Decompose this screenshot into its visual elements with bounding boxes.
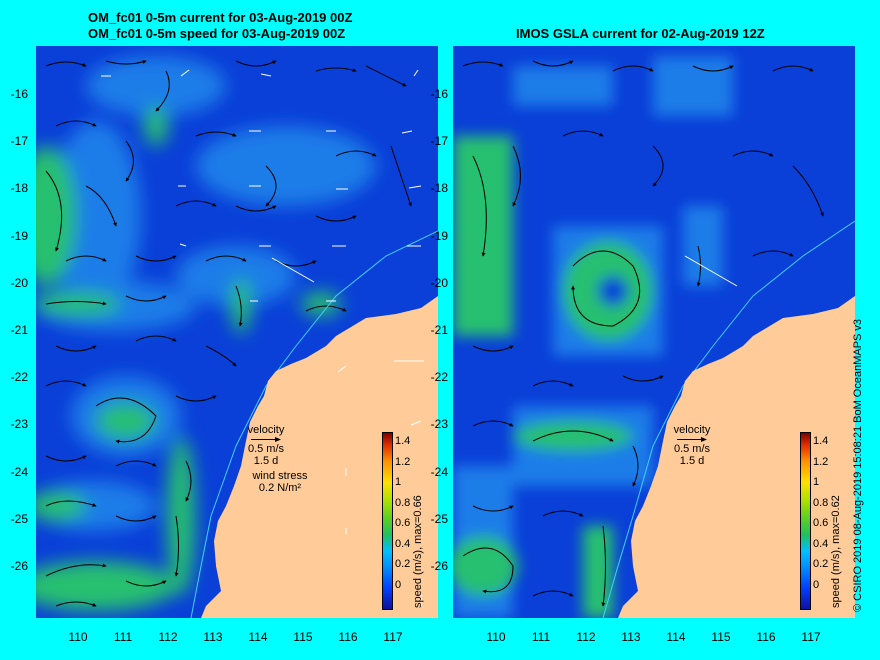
y-tick-label: -24 xyxy=(10,464,28,479)
y-tick-label: -25 xyxy=(430,511,448,526)
transect-line xyxy=(684,255,738,287)
y-tick-label: -23 xyxy=(10,417,28,432)
y-tick-label: -18 xyxy=(10,181,28,196)
colorbar-tick-label: 0.4 xyxy=(395,537,411,550)
x-tick-label: 115 xyxy=(711,630,731,644)
right-colorbar: 1.4 1.2 1 0.8 0.6 0.4 0.2 0 speed (m/s), max=0.… xyxy=(800,432,860,610)
colorbar-tick-label: 1.4 xyxy=(813,435,829,447)
colorbar-tick-label: 0 xyxy=(395,578,402,591)
colorbar-tick-label: 1 xyxy=(395,476,402,488)
colorbar-tick-label: 0.2 xyxy=(395,558,411,570)
x-tick-label: 110 xyxy=(486,630,506,644)
y-tick-label: -16 xyxy=(10,87,28,101)
y-tick-label: -17 xyxy=(430,134,448,149)
left-title-line2: OM_fc01 0-5m speed for 03-Aug-2019 00Z xyxy=(88,26,346,41)
colorbar-tick-label: 0.6 xyxy=(395,517,411,529)
x-tick-label: 113 xyxy=(621,630,641,644)
right-map xyxy=(453,46,855,618)
x-tick-label: 111 xyxy=(113,630,133,644)
y-tick-label: -23 xyxy=(430,417,448,432)
left-colorbar: 1.4 1.2 1 0.8 0.6 0.4 0.2 0 speed (m/s), max=0.… xyxy=(382,432,442,610)
velocity-arrows xyxy=(45,60,412,607)
y-tick-label: -24 xyxy=(430,464,448,479)
y-tick-label: -16 xyxy=(430,87,448,101)
left-wind-legend: wind stress 0.2 N/m² xyxy=(242,470,318,494)
x-tick-label: 113 xyxy=(203,630,223,644)
left-title-line1: OM_fc01 0-5m current for 03-Aug-2019 00Z xyxy=(88,10,353,25)
transect-line xyxy=(271,257,315,283)
x-tick-label: 112 xyxy=(576,630,596,644)
credit-text: © CSIRO 2019 08-Aug-2019 15:08:21 BoM Oc… xyxy=(852,318,864,612)
x-tick-label: 115 xyxy=(293,630,313,644)
colorbar-tick-label: 1.4 xyxy=(395,435,411,447)
colorbar-tick-label: 0.4 xyxy=(813,537,829,550)
x-tick-label: 116 xyxy=(338,630,358,644)
y-tick-label: -26 xyxy=(430,559,448,573)
legend-velocity-scale: 0.5 m/s xyxy=(673,443,711,455)
legend-velocity-arrow xyxy=(251,437,281,442)
y-tick-label: -25 xyxy=(10,511,28,526)
isobath-line xyxy=(602,220,855,618)
legend-velocity-deg: 1.5 d xyxy=(253,455,279,467)
legend-velocity-label: velocity xyxy=(673,424,711,436)
y-tick-label: -21 xyxy=(10,323,28,337)
colorbar-tick-label: 1.2 xyxy=(813,455,829,468)
x-tick-label: 112 xyxy=(158,630,178,644)
y-tick-label: -17 xyxy=(10,134,28,149)
x-tick-label: 117 xyxy=(383,630,403,644)
y-tick-label: -22 xyxy=(10,370,28,385)
x-tick-label: 110 xyxy=(68,630,88,644)
colorbar-tick-label: 1 xyxy=(813,476,820,488)
x-tick-label: 116 xyxy=(756,630,776,644)
y-tick-label: -19 xyxy=(430,228,448,243)
y-tick-label: -22 xyxy=(430,370,448,385)
colorbar-tick-label: 1.2 xyxy=(395,455,411,468)
x-tick-label: 111 xyxy=(531,630,551,644)
legend-wind-scale: 0.2 N/m² xyxy=(258,482,302,494)
legend-velocity-arrow xyxy=(677,437,707,442)
right-title: IMOS GSLA current for 02-Aug-2019 12Z xyxy=(516,26,765,41)
legend-velocity-label: velocity xyxy=(247,424,285,436)
colorbar-tick-label: 0.2 xyxy=(813,558,829,570)
legend-velocity-deg: 1.5 d xyxy=(679,455,705,467)
colorbar-tick-label: 0.8 xyxy=(395,496,411,509)
y-tick-label: -19 xyxy=(10,228,28,243)
velocity-arrows xyxy=(462,60,824,607)
colorbar-gradient xyxy=(800,432,811,610)
land-mass xyxy=(618,296,855,618)
y-tick-label: -20 xyxy=(10,275,28,290)
x-tick-label: 114 xyxy=(248,630,268,644)
colorbar-tick-label: 0.8 xyxy=(813,496,829,509)
y-tick-label: -21 xyxy=(430,323,448,337)
y-tick-label: -20 xyxy=(430,275,448,290)
legend-velocity-scale: 0.5 m/s xyxy=(247,443,285,455)
colorbar-gradient xyxy=(382,432,393,610)
right-map-panel xyxy=(453,46,855,618)
legend-wind-label: wind stress xyxy=(252,470,308,482)
left-map-panel xyxy=(36,46,438,618)
isobath-line xyxy=(190,230,438,618)
y-tick-label: -18 xyxy=(430,181,448,196)
x-tick-label: 117 xyxy=(801,630,821,644)
colorbar-tick-label: 0 xyxy=(813,578,820,591)
x-tick-label: 114 xyxy=(666,630,686,644)
land-mass xyxy=(201,296,438,618)
y-tick-label: -26 xyxy=(10,559,28,573)
left-velocity-legend: velocity 0.5 m/s 1.5 d xyxy=(236,424,296,467)
left-map xyxy=(36,46,438,618)
colorbar-tick-label: 0.6 xyxy=(813,517,829,529)
wind-stress-arrows xyxy=(101,69,424,606)
colorbar-label: speed (m/s), max=0.62 xyxy=(830,495,842,608)
right-velocity-legend: velocity 0.5 m/s 1.5 d xyxy=(662,424,722,467)
